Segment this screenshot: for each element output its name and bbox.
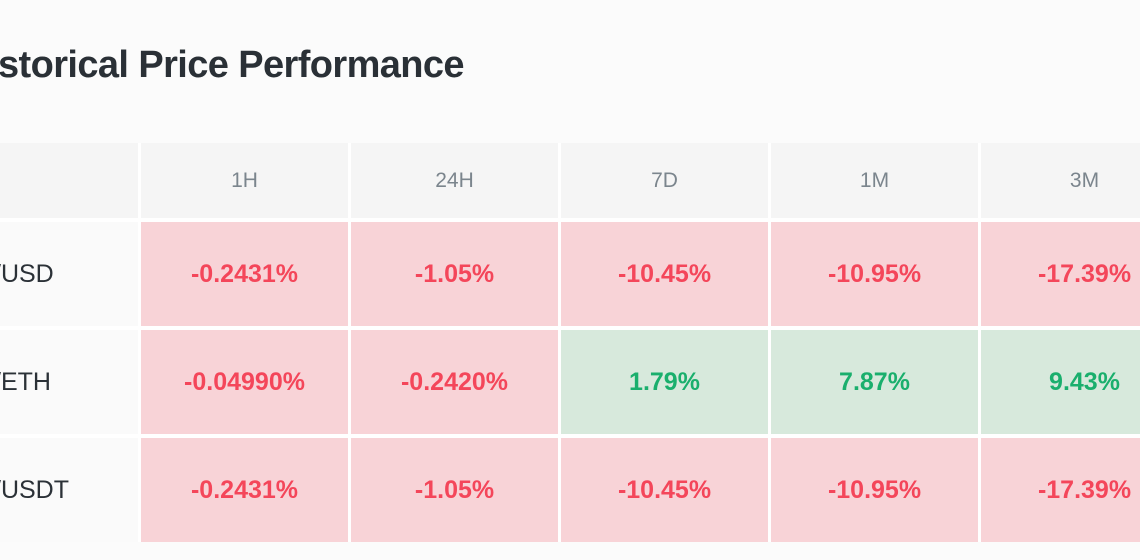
cell-usdt-1m: -10.95% bbox=[771, 438, 978, 542]
page-title: storical Price Performance bbox=[0, 44, 465, 86]
cell-usd-1h: -0.2431% bbox=[141, 222, 348, 326]
cell-usd-7d: -10.45% bbox=[561, 222, 768, 326]
cell-eth-1m: 7.87% bbox=[771, 330, 978, 434]
cell-usdt-1h: -0.2431% bbox=[141, 438, 348, 542]
cell-usd-24h: -1.05% bbox=[351, 222, 558, 326]
col-header-3m: 3M bbox=[981, 143, 1140, 218]
col-header-7d: 7D bbox=[561, 143, 768, 218]
pair-label-usdt-text: /USDT bbox=[0, 475, 69, 504]
corner-header-cell bbox=[0, 143, 138, 218]
pair-label-eth-text: /ETH bbox=[0, 367, 51, 396]
cell-eth-7d: 1.79% bbox=[561, 330, 768, 434]
cell-eth-24h: -0.2420% bbox=[351, 330, 558, 434]
cell-usdt-24h: -1.05% bbox=[351, 438, 558, 542]
pair-label-usd: /USD bbox=[0, 222, 138, 326]
pair-label-eth: /ETH bbox=[0, 330, 138, 434]
col-header-1h: 1H bbox=[141, 143, 348, 218]
cell-eth-3m: 9.43% bbox=[981, 330, 1140, 434]
cell-usdt-7d: -10.45% bbox=[561, 438, 768, 542]
col-header-1m: 1M bbox=[771, 143, 978, 218]
cell-eth-1h: -0.04990% bbox=[141, 330, 348, 434]
pair-label-usdt: /USDT bbox=[0, 438, 138, 542]
price-performance-table: 1H 24H 7D 1M 3M /USD -0.2431% -1.05% -10… bbox=[0, 143, 1140, 542]
cell-usdt-3m: -17.39% bbox=[981, 438, 1140, 542]
pair-label-usd-text: /USD bbox=[0, 259, 54, 288]
col-header-24h: 24H bbox=[351, 143, 558, 218]
cell-usd-3m: -17.39% bbox=[981, 222, 1140, 326]
cell-usd-1m: -10.95% bbox=[771, 222, 978, 326]
